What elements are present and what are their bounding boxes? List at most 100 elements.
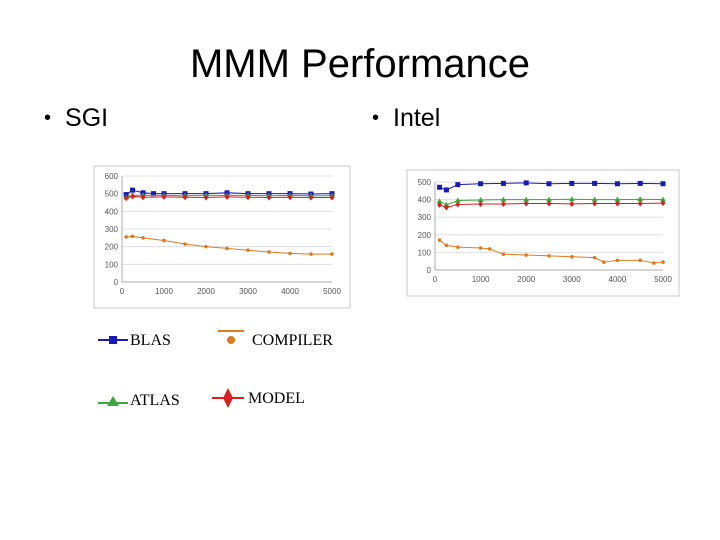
- y-tick-label: 100: [105, 260, 119, 269]
- data-point-model: [500, 201, 506, 207]
- data-point-compiler: [204, 244, 208, 249]
- data-point-compiler: [225, 246, 229, 251]
- y-tick-label: 500: [418, 178, 432, 187]
- data-point-atlas: [477, 196, 484, 202]
- data-point-atlas: [568, 196, 575, 202]
- x-tick-label: 5000: [323, 287, 341, 296]
- bullet-dot: •: [372, 107, 380, 129]
- data-point-model: [455, 201, 461, 208]
- data-point-model: [443, 204, 449, 211]
- data-point-atlas: [591, 196, 598, 202]
- data-point-compiler: [592, 255, 597, 260]
- slide-title: MMM Performance: [189, 42, 531, 86]
- y-tick-label: 200: [105, 243, 119, 252]
- data-point-atlas: [443, 201, 450, 207]
- data-point-model: [130, 193, 135, 200]
- data-point-model: [123, 195, 129, 202]
- legend-model-label: MODEL: [248, 390, 305, 407]
- data-point-compiler: [309, 252, 313, 256]
- data-point-compiler: [437, 238, 442, 242]
- data-point-compiler: [478, 246, 483, 250]
- data-point-model: [308, 194, 314, 201]
- data-point-compiler: [570, 255, 574, 259]
- data-point-model: [203, 194, 209, 201]
- data-point-atlas: [454, 197, 461, 203]
- y-tick-label: 600: [105, 172, 119, 181]
- data-point-blas: [614, 181, 620, 187]
- data-point-compiler: [444, 243, 449, 248]
- data-point-blas: [500, 180, 506, 186]
- legend-atlas-marker: [98, 396, 128, 406]
- data-point-blas: [443, 187, 449, 193]
- data-point-model: [245, 194, 251, 201]
- data-point-compiler: [141, 236, 145, 240]
- data-point-model: [569, 200, 575, 207]
- x-tick-label: 3000: [239, 287, 257, 296]
- data-point-compiler: [501, 252, 506, 256]
- data-point-blas: [546, 181, 552, 187]
- y-tick-label: 500: [105, 190, 119, 199]
- legend-model-marker: [212, 388, 244, 408]
- data-point-model: [224, 193, 230, 200]
- data-point-compiler: [661, 260, 665, 264]
- y-tick-label: 400: [105, 207, 119, 216]
- data-point-model: [660, 200, 666, 207]
- data-point-compiler: [130, 234, 135, 239]
- data-point-model: [523, 200, 529, 207]
- data-point-compiler: [288, 251, 292, 256]
- y-tick-label: 100: [418, 248, 432, 257]
- data-point-atlas: [637, 196, 644, 202]
- data-point-compiler: [638, 258, 642, 263]
- legend-atlas-label: ATLAS: [130, 392, 180, 409]
- data-point-model: [437, 201, 443, 208]
- data-point-compiler: [547, 254, 551, 258]
- chart-frame: [406, 169, 680, 297]
- x-tick-label: 4000: [281, 287, 299, 296]
- data-point-blas: [437, 184, 443, 190]
- x-tick-label: 2000: [517, 275, 535, 284]
- legend-blas-label: BLAS: [130, 332, 171, 349]
- data-point-model: [637, 200, 643, 207]
- data-point-compiler: [487, 247, 492, 251]
- sgi-performance-chart: 0 100 200 300 400 500 600 0 1000 2000 3000 4000 5000: [93, 165, 351, 309]
- data-point-compiler: [267, 250, 271, 254]
- x-tick-label: 1000: [155, 287, 173, 296]
- data-point-compiler: [162, 238, 166, 243]
- x-tick-label: 5000: [654, 275, 672, 284]
- data-point-model: [592, 200, 598, 207]
- data-point-model: [161, 193, 167, 200]
- data-point-atlas: [500, 196, 507, 202]
- data-point-compiler: [524, 253, 528, 257]
- x-tick-label: 2000: [197, 287, 215, 296]
- data-point-blas: [151, 191, 156, 197]
- data-point-atlas: [660, 196, 666, 202]
- bullet-dot: •: [44, 107, 52, 129]
- data-point-model: [266, 194, 272, 201]
- data-point-blas: [592, 180, 598, 186]
- data-point-blas: [455, 182, 461, 188]
- data-point-model: [546, 200, 552, 207]
- data-point-blas: [130, 187, 135, 193]
- y-tick-label: 300: [105, 225, 119, 234]
- data-point-atlas: [614, 196, 621, 202]
- y-tick-label: 0: [427, 266, 432, 275]
- data-point-atlas: [546, 196, 552, 202]
- data-point-blas: [569, 180, 575, 186]
- data-point-compiler: [330, 252, 334, 256]
- data-point-model: [478, 201, 484, 207]
- x-tick-label: 4000: [609, 275, 627, 284]
- legend-compiler-label: COMPILER: [252, 332, 333, 349]
- legend-compiler-marker: [218, 330, 244, 344]
- data-point-model: [182, 194, 188, 201]
- x-tick-label: 0: [433, 275, 438, 284]
- data-point-model: [614, 200, 620, 207]
- data-point-model: [329, 194, 335, 201]
- data-point-model: [140, 194, 146, 201]
- data-point-compiler: [615, 258, 620, 263]
- bullet-sgi-label: SGI: [65, 104, 109, 132]
- data-point-blas: [523, 180, 529, 186]
- data-point-atlas: [436, 198, 443, 204]
- data-point-compiler: [246, 248, 250, 252]
- data-point-blas: [637, 180, 643, 186]
